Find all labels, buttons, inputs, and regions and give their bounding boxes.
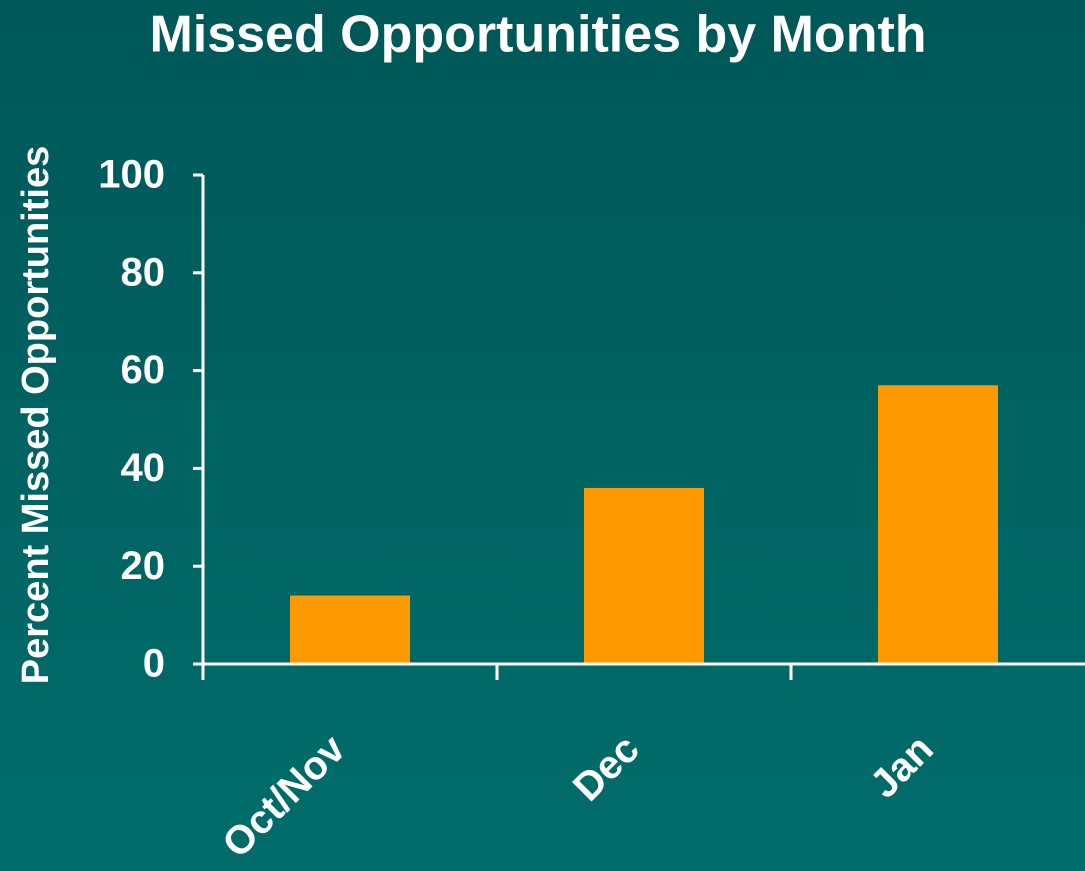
- y-tick-label: 20: [121, 544, 166, 588]
- chart-title: Missed Opportunities by Month: [149, 6, 926, 64]
- y-tick-label: 40: [121, 446, 166, 490]
- bar: [878, 385, 998, 664]
- y-tick-label: 80: [121, 250, 166, 294]
- y-tick-label: 60: [121, 348, 166, 392]
- bar: [584, 487, 704, 664]
- y-axis-label: Percent Missed Opportunities: [15, 146, 57, 684]
- y-tick-label: 0: [143, 642, 165, 686]
- bar: [290, 595, 410, 664]
- y-tick-label: 100: [98, 153, 165, 197]
